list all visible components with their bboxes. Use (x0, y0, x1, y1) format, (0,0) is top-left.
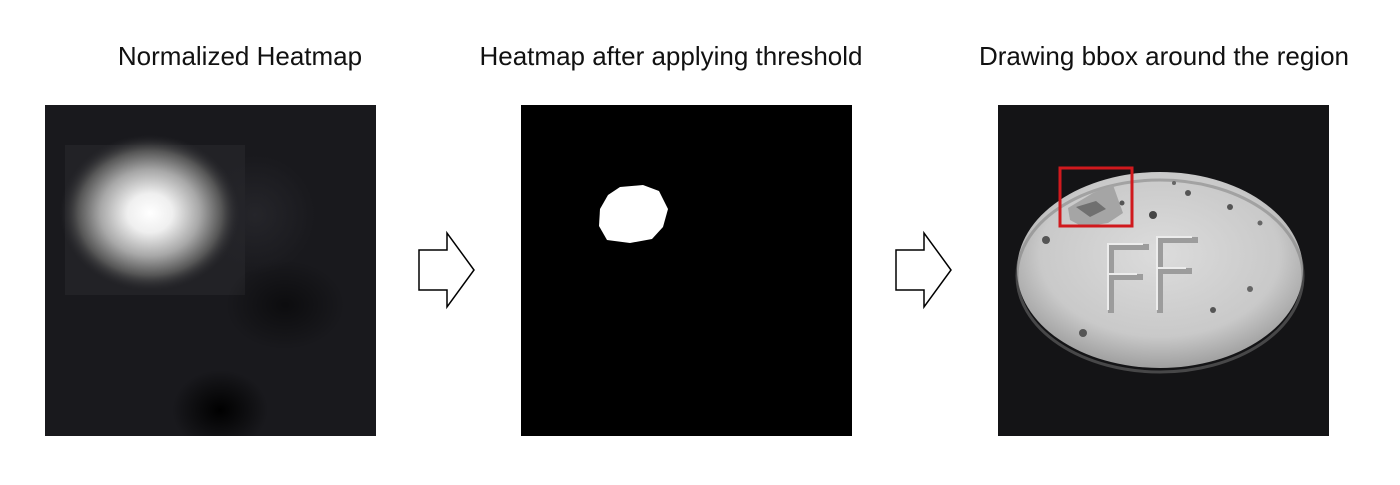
panel-title-bbox: Drawing bbox around the region (978, 41, 1350, 71)
panel-title-normalized-heatmap: Normalized Heatmap (117, 41, 363, 71)
normalized-heatmap-image (45, 105, 376, 436)
right-arrow-icon (895, 230, 952, 310)
threshold-heatmap-image (521, 105, 852, 436)
panel-title-threshold-heatmap: Heatmap after applying threshold (479, 41, 863, 71)
pill-bbox-image (998, 105, 1329, 436)
right-arrow-icon (418, 230, 475, 310)
threshold-blob (599, 185, 668, 243)
ff-imprint (1108, 237, 1198, 313)
bounding-box (1058, 166, 1134, 228)
